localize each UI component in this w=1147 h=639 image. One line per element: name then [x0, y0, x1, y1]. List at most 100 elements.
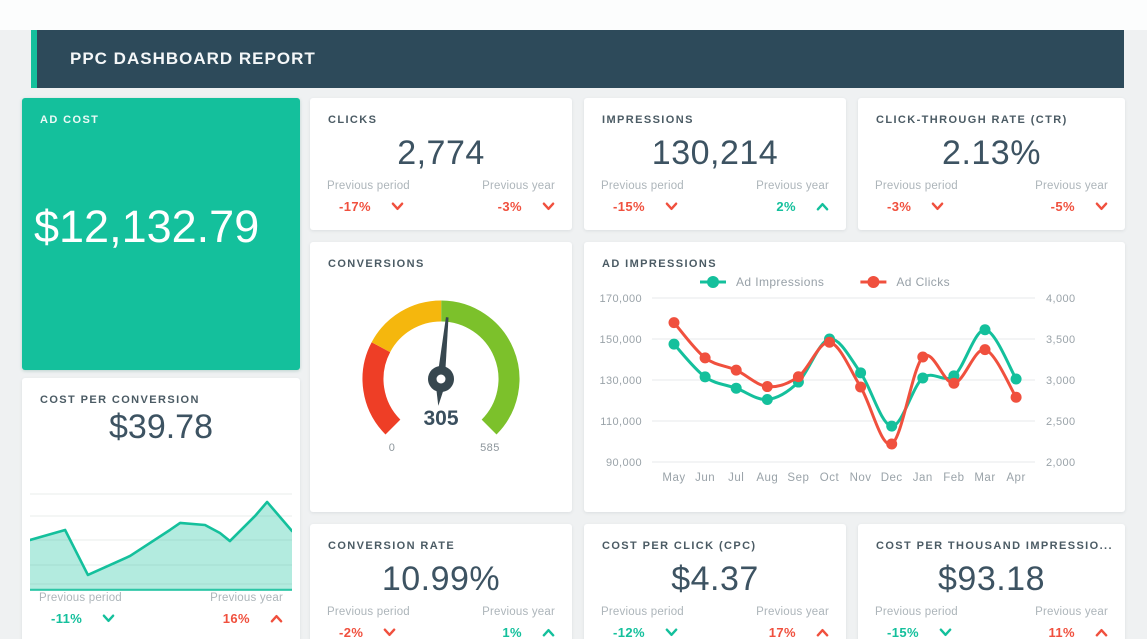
chevron-icon [1095, 202, 1108, 211]
ctr-card[interactable]: CLICK-THROUGH RATE (CTR) 2.13% Previous … [858, 98, 1125, 230]
impressions-previous-period: Previous period -15% [601, 180, 684, 214]
header-accent-bar [31, 30, 37, 88]
svg-text:2,000: 2,000 [1046, 457, 1076, 469]
ad-cost-value: $12,132.79 [34, 201, 260, 252]
clicks-previous-period: Previous period -17% [327, 180, 410, 214]
previous-year-label: Previous year [1035, 180, 1108, 192]
impressions-card[interactable]: IMPRESSIONS 130,214 Previous period -15%… [584, 98, 846, 230]
svg-text:Aug: Aug [756, 472, 778, 484]
chevron-icon [816, 202, 829, 211]
cpm-previous-year: Previous year 11% [1035, 606, 1108, 639]
svg-text:3,000: 3,000 [1046, 375, 1076, 387]
clicks-card[interactable]: CLICKS 2,774 Previous period -17% Previo… [310, 98, 572, 230]
cpm-title: COST PER THOUSAND IMPRESSIO... [876, 540, 1113, 552]
ad-impressions-line-chart[interactable]: 90,000 2,000 110,000 2,500 130,000 3,000 150,0… [584, 242, 1125, 512]
conversion-rate-card[interactable]: CONVERSION RATE 10.99% Previous period -… [310, 524, 572, 639]
previous-year-trend: 16% [210, 611, 283, 626]
cpc-title: COST PER CLICK (CPC) [602, 540, 757, 552]
impressions-value: 130,214 [651, 134, 779, 172]
chevron-icon [816, 628, 829, 637]
clicks-previous-year: Previous year -3% [482, 180, 555, 214]
svg-text:Jan: Jan [913, 472, 933, 484]
cpc-previous-year: Previous year 17% [756, 606, 829, 639]
previous-period-label: Previous period [39, 592, 122, 604]
svg-text:0: 0 [389, 442, 396, 454]
ad-impressions-chart-card[interactable]: AD IMPRESSIONS 90,000 2,000 110,000 2,500 13… [584, 242, 1125, 512]
svg-text:130,000: 130,000 [599, 375, 642, 387]
previous-year-label: Previous year [1035, 606, 1108, 618]
previous-year-trend: -5% [1035, 199, 1108, 214]
ad-cost-title: AD COST [40, 114, 100, 126]
impressions-title: IMPRESSIONS [602, 114, 694, 126]
cost-per-conversion-sparkline[interactable] [30, 478, 292, 591]
cpm-value: $93.18 [938, 560, 1045, 598]
conversions-title: CONVERSIONS [328, 258, 425, 270]
cost-per-conversion-card[interactable]: COST PER CONVERSION $39.78 Previous peri… [22, 378, 300, 639]
svg-text:May: May [662, 472, 685, 484]
previous-period-label: Previous period [327, 606, 410, 618]
previous-period-label: Previous period [601, 180, 684, 192]
ad-impressions-title: AD IMPRESSIONS [602, 258, 717, 270]
top-margin-strip [0, 0, 1147, 30]
chevron-icon [542, 628, 555, 637]
svg-text:305: 305 [423, 407, 458, 430]
cpm-card[interactable]: COST PER THOUSAND IMPRESSIO... $93.18 Pr… [858, 524, 1125, 639]
previous-year-label: Previous year [482, 606, 555, 618]
chevron-icon [939, 628, 952, 637]
previous-year-trend: -3% [482, 199, 555, 214]
chevron-icon [383, 628, 396, 637]
svg-text:170,000: 170,000 [599, 293, 642, 305]
svg-text:2,500: 2,500 [1046, 416, 1076, 428]
chevron-icon [102, 614, 115, 623]
svg-text:90,000: 90,000 [606, 457, 642, 469]
svg-text:110,000: 110,000 [600, 416, 642, 428]
svg-text:Sep: Sep [787, 472, 809, 484]
chevron-icon [542, 202, 555, 211]
previous-year-label: Previous year [210, 592, 283, 604]
ad-cost-card[interactable]: AD COST $12,132.79 [22, 98, 300, 370]
svg-text:Dec: Dec [881, 472, 903, 484]
previous-period-trend: -17% [339, 199, 410, 214]
previous-year-trend: 2% [756, 199, 829, 214]
chevron-icon [665, 628, 678, 637]
conversion-rate-title: CONVERSION RATE [328, 540, 456, 552]
convrate-previous-year: Previous year 1% [482, 606, 555, 639]
cpconv-previous-period: Previous period -11% [39, 592, 122, 626]
conversion-rate-value: 10.99% [381, 560, 501, 598]
previous-period-trend: -11% [51, 611, 122, 626]
ctr-previous-year: Previous year -5% [1035, 180, 1108, 214]
clicks-value: 2,774 [397, 134, 485, 172]
cpc-card[interactable]: COST PER CLICK (CPC) $4.37 Previous peri… [584, 524, 846, 639]
svg-text:150,000: 150,000 [599, 334, 642, 346]
previous-year-trend: 1% [482, 625, 555, 639]
previous-year-trend: 11% [1035, 625, 1108, 639]
previous-period-trend: -15% [887, 625, 958, 639]
clicks-title: CLICKS [328, 114, 378, 126]
svg-text:585: 585 [480, 442, 500, 454]
svg-text:Ad Impressions: Ad Impressions [736, 275, 824, 289]
svg-text:4,000: 4,000 [1046, 293, 1076, 305]
ctr-title: CLICK-THROUGH RATE (CTR) [876, 114, 1068, 126]
svg-text:Jul: Jul [728, 472, 744, 484]
svg-text:Oct: Oct [820, 472, 840, 484]
svg-text:Apr: Apr [1006, 472, 1025, 484]
svg-text:Nov: Nov [850, 472, 872, 484]
cpm-previous-period: Previous period -15% [875, 606, 958, 639]
svg-text:Feb: Feb [943, 472, 964, 484]
previous-period-label: Previous period [601, 606, 684, 618]
previous-year-label: Previous year [482, 180, 555, 192]
conversions-gauge-card[interactable]: CONVERSIONS 305 0 585 [310, 242, 572, 512]
previous-period-label: Previous period [875, 180, 958, 192]
chevron-icon [391, 202, 404, 211]
report-header: PPC DASHBOARD REPORT [31, 30, 1124, 88]
conversions-gauge-chart[interactable]: 305 0 585 [321, 284, 561, 469]
previous-period-trend: -2% [339, 625, 410, 639]
previous-period-trend: -15% [613, 199, 684, 214]
chevron-icon [1095, 628, 1108, 637]
cpc-value: $4.37 [671, 560, 759, 598]
previous-period-trend: -3% [887, 199, 958, 214]
svg-text:Ad Clicks: Ad Clicks [896, 275, 950, 289]
previous-period-label: Previous period [875, 606, 958, 618]
svg-text:3,500: 3,500 [1046, 334, 1076, 346]
